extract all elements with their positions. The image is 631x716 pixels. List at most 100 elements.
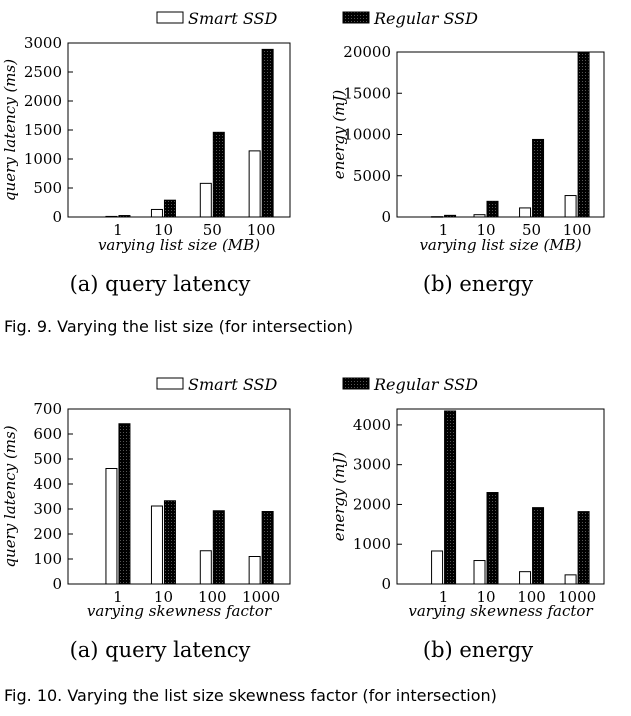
y-tick-label: 200 — [33, 525, 62, 543]
bar-smart-ssd — [105, 215, 118, 218]
y-tick-label: 300 — [33, 500, 62, 518]
x-tick-label: 1 — [113, 588, 123, 606]
x-axis-label: varying skewness factor — [87, 602, 272, 620]
bar-smart-ssd — [150, 208, 163, 218]
bar-regular-ssd — [118, 423, 131, 585]
bar-regular-ssd — [444, 410, 457, 585]
bar-smart-ssd — [248, 556, 261, 585]
bar-regular-ssd — [261, 48, 274, 218]
bar-smart-ssd — [431, 550, 444, 585]
legend-fig10: Smart SSD Regular SSD — [156, 375, 478, 394]
bar-smart-ssd — [248, 150, 261, 218]
y-tick-label: 15000 — [343, 84, 391, 102]
bar-regular-ssd — [577, 511, 590, 585]
subfigure-title: (a) query latency — [70, 638, 251, 662]
y-tick-label: 2000 — [24, 92, 62, 110]
x-tick-label: 100 — [563, 221, 592, 239]
bar-smart-ssd — [431, 216, 444, 218]
bar-smart-ssd — [519, 207, 532, 218]
y-tick-label: 600 — [33, 425, 62, 443]
y-tick-label: 1000 — [353, 535, 391, 553]
y-axis-label: query latency (ms) — [1, 425, 19, 567]
y-tick-label: 2500 — [24, 63, 62, 81]
x-tick-label: 50 — [522, 221, 541, 239]
bar-regular-ssd — [212, 131, 225, 218]
bar-regular-ssd — [212, 510, 225, 585]
bar-regular-ssd — [118, 215, 131, 218]
bar-smart-ssd — [105, 468, 118, 585]
bar-regular-ssd — [261, 511, 274, 585]
figure-10-caption: Fig. 10. Varying the list size skewness … — [4, 686, 497, 705]
x-tick-label: 100 — [198, 588, 227, 606]
x-tick-label: 10 — [476, 588, 495, 606]
legend-swatch-regular — [342, 11, 370, 24]
bar-regular-ssd — [163, 500, 176, 585]
bar-regular-ssd — [532, 138, 545, 218]
legend-label-regular: Regular SSD — [373, 375, 478, 394]
y-axis-label: query latency (ms) — [1, 59, 19, 201]
x-axis-label: varying skewness factor — [408, 602, 593, 620]
y-tick-label: 0 — [381, 575, 391, 593]
y-tick-label: 100 — [33, 550, 62, 568]
legend-fig9: Smart SSD Regular SSD — [156, 9, 478, 28]
y-tick-label: 500 — [33, 179, 62, 197]
bar-regular-ssd — [577, 51, 590, 218]
legend-swatch-smart — [156, 377, 184, 390]
y-tick-label: 500 — [33, 450, 62, 468]
x-axis-label: varying list size (MB) — [419, 236, 581, 254]
x-tick-label: 10 — [154, 221, 173, 239]
y-tick-label: 3000 — [353, 456, 391, 474]
legend-swatch-regular — [342, 377, 370, 390]
y-tick-label: 4000 — [353, 416, 391, 434]
bar-smart-ssd — [473, 214, 486, 218]
bar-smart-ssd — [199, 550, 212, 585]
bar-regular-ssd — [163, 199, 176, 218]
bar-smart-ssd — [564, 195, 577, 218]
plot-frame — [396, 408, 605, 585]
x-tick-label: 100 — [247, 221, 276, 239]
bar-smart-ssd — [199, 182, 212, 218]
x-tick-label: 1000 — [242, 588, 280, 606]
x-tick-label: 100 — [517, 588, 546, 606]
y-tick-label: 10000 — [343, 126, 391, 144]
legend-label-regular: Regular SSD — [373, 9, 478, 28]
legend-swatch-smart — [156, 11, 184, 24]
bar-regular-ssd — [444, 214, 457, 218]
subfigure-title: (b) energy — [423, 638, 533, 662]
bar-smart-ssd — [473, 560, 486, 585]
y-tick-label: 400 — [33, 475, 62, 493]
plot-frame — [67, 408, 291, 585]
bar-regular-ssd — [532, 507, 545, 585]
x-tick-label: 1 — [439, 221, 449, 239]
x-tick-label: 1 — [439, 588, 449, 606]
y-tick-label: 0 — [52, 575, 62, 593]
y-tick-label: 3000 — [24, 34, 62, 52]
figure-9-caption: Fig. 9. Varying the list size (for inter… — [4, 317, 353, 336]
subfigure-title: (a) query latency — [70, 272, 251, 296]
bar-regular-ssd — [486, 492, 499, 585]
bar-smart-ssd — [150, 505, 163, 585]
y-tick-label: 0 — [381, 208, 391, 226]
y-tick-label: 0 — [52, 208, 62, 226]
y-tick-label: 5000 — [353, 167, 391, 185]
bar-regular-ssd — [486, 200, 499, 218]
x-tick-label: 1 — [113, 221, 123, 239]
plot-frame — [396, 51, 605, 218]
legend-label-smart: Smart SSD — [188, 375, 277, 394]
x-tick-label: 10 — [154, 588, 173, 606]
y-tick-label: 2000 — [353, 495, 391, 513]
bar-smart-ssd — [519, 571, 532, 585]
x-tick-label: 50 — [203, 221, 222, 239]
x-axis-label: varying list size (MB) — [98, 236, 260, 254]
y-tick-label: 700 — [33, 400, 62, 418]
y-tick-label: 20000 — [343, 43, 391, 61]
y-axis-label: energy (mJ) — [330, 90, 348, 180]
bar-smart-ssd — [564, 574, 577, 585]
y-axis-label: energy (mJ) — [330, 452, 348, 542]
chart-fig9a: 0 500 1000 1500 2000 2500 3000 1 10 50 100varying … — [1, 34, 291, 296]
legend-label-smart: Smart SSD — [188, 9, 277, 28]
y-tick-label: 1000 — [24, 150, 62, 168]
